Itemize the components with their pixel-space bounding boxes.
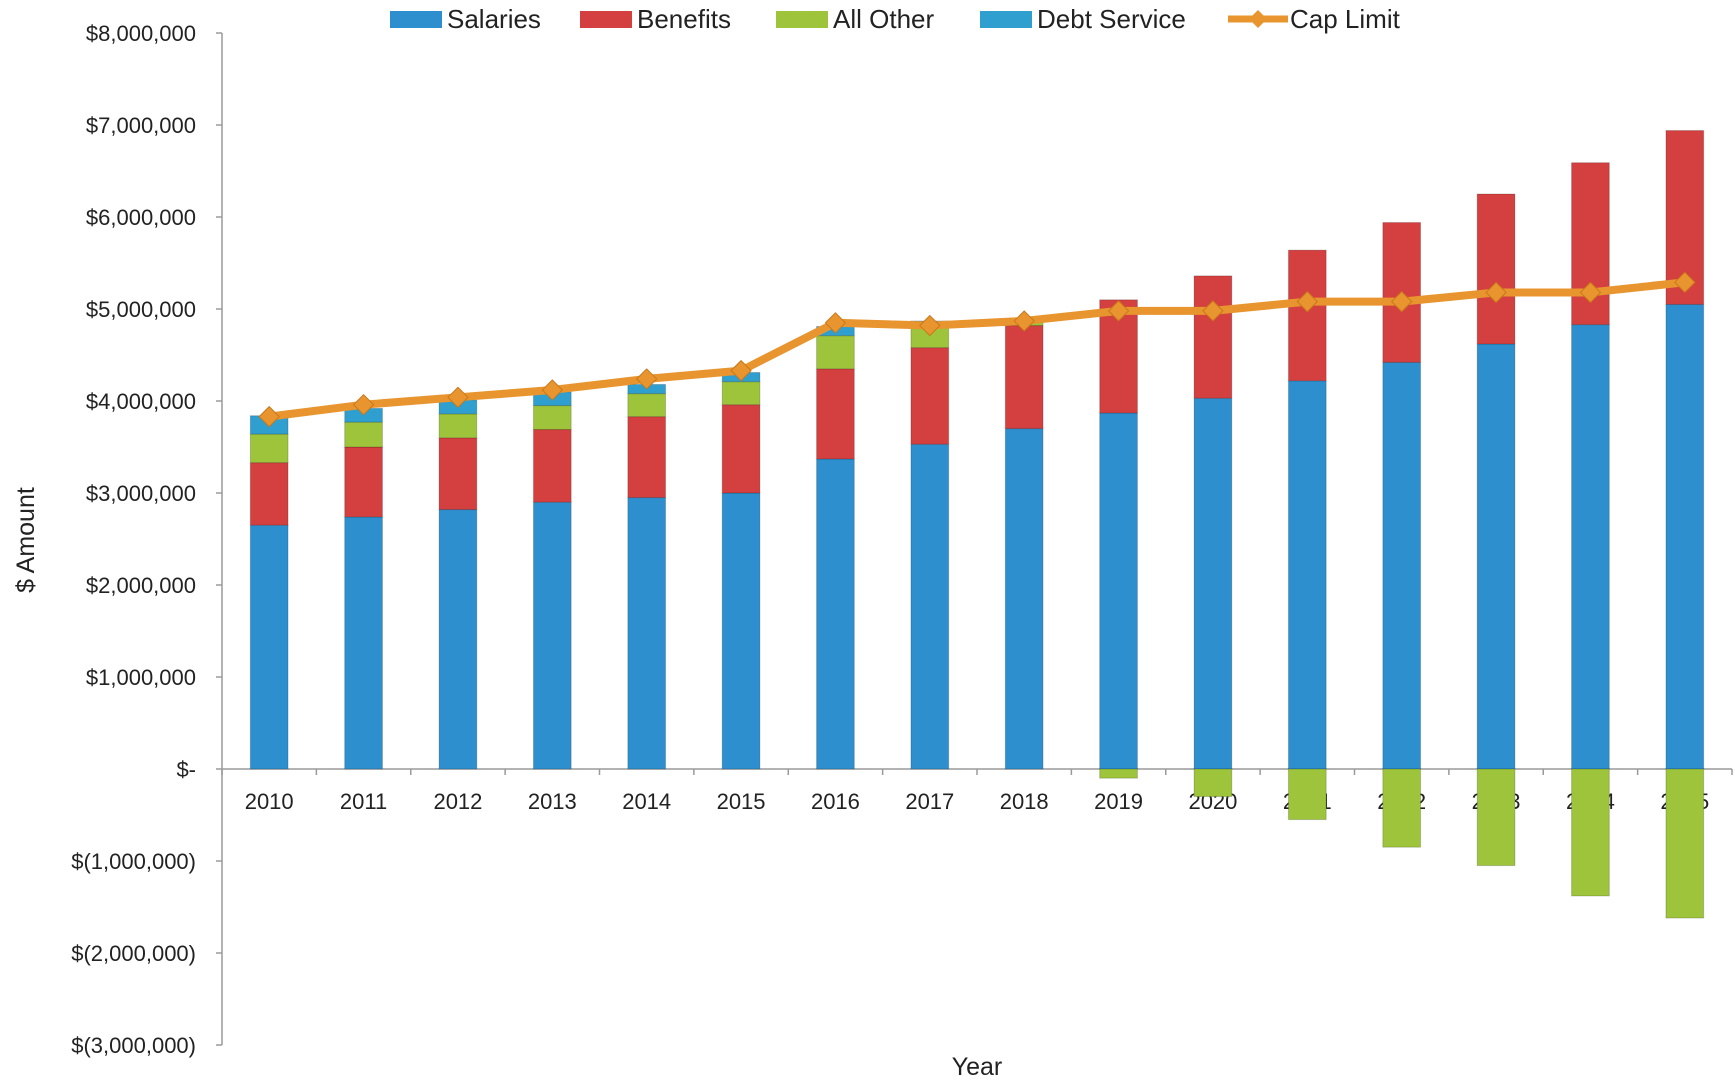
bar-salaries-2014 bbox=[627, 497, 667, 770]
cap-limit-point-2020 bbox=[1202, 300, 1224, 322]
bar-salaries-2010 bbox=[249, 524, 289, 770]
cap-limit-point-2013 bbox=[541, 379, 564, 401]
bar-all-other-2013 bbox=[532, 405, 572, 431]
y-tick-label: $6,000,000 bbox=[86, 205, 196, 230]
cap-limit-point-2011 bbox=[352, 393, 375, 416]
bar-salaries-2018 bbox=[1004, 428, 1044, 770]
bar-salaries-2020 bbox=[1193, 397, 1233, 770]
cap-limit-point-2022 bbox=[1390, 290, 1413, 313]
bar-all-other-2014 bbox=[627, 393, 667, 418]
bar-all-other-2020 bbox=[1193, 768, 1233, 798]
bar-all-other-2012 bbox=[438, 413, 478, 439]
bar-benefits-2021 bbox=[1287, 249, 1327, 382]
bar-salaries-2017 bbox=[910, 443, 950, 770]
bar-salaries-2025 bbox=[1665, 303, 1705, 770]
y-tick-label: $(3,000,000) bbox=[71, 1033, 196, 1058]
legend-swatch-benefits bbox=[580, 11, 632, 28]
legend-label-salaries: Salaries bbox=[447, 4, 541, 34]
bar-all-other-2022 bbox=[1382, 768, 1422, 848]
x-tick-label: 2015 bbox=[717, 789, 766, 814]
x-tick-label: 2017 bbox=[905, 789, 954, 814]
x-tick-label: 2011 bbox=[340, 789, 387, 814]
cap-limit-point-2010 bbox=[258, 405, 280, 428]
bar-benefits-2023 bbox=[1476, 193, 1516, 345]
y-tick-label: $4,000,000 bbox=[86, 389, 196, 414]
x-axis-title: Year bbox=[952, 1053, 1003, 1081]
bar-benefits-2020 bbox=[1193, 275, 1233, 399]
legend-label-debt-service: Debt Service bbox=[1037, 4, 1186, 34]
bar-salaries-2023 bbox=[1476, 343, 1516, 770]
cap-limit-line bbox=[258, 271, 1696, 428]
cap-limit-point-2018 bbox=[1013, 310, 1035, 332]
y-tick-label: $(1,000,000) bbox=[71, 849, 196, 874]
cap-limit-point-2014 bbox=[635, 368, 658, 390]
legend-swatch-all-other bbox=[776, 11, 828, 28]
bar-all-other-2011 bbox=[344, 421, 383, 448]
cap-limit-point-2024 bbox=[1579, 281, 1602, 304]
cap-limit-point-2015 bbox=[730, 359, 752, 382]
legend: Salaries Benefits All Other Debt Service Cap… bbox=[390, 4, 1401, 34]
x-tick-label: 2019 bbox=[1094, 789, 1143, 814]
y-tick-label: $7,000,000 bbox=[86, 113, 196, 138]
cap-limit-point-2012 bbox=[447, 386, 469, 409]
cap-limit-point-2016 bbox=[824, 312, 847, 334]
legend-swatch-debt-service bbox=[980, 11, 1032, 28]
legend-swatch-salaries bbox=[390, 11, 442, 28]
x-tick-label: 2013 bbox=[528, 789, 577, 814]
legend-label-all-other: All Other bbox=[833, 4, 934, 34]
bar-benefits-2011 bbox=[344, 446, 383, 518]
bar-all-other-2016 bbox=[816, 335, 855, 370]
bar-benefits-2017 bbox=[910, 347, 950, 445]
bar-salaries-2016 bbox=[816, 458, 855, 770]
bar-salaries-2022 bbox=[1382, 361, 1422, 770]
bar-benefits-2016 bbox=[816, 368, 855, 460]
bar-salaries-2021 bbox=[1287, 380, 1327, 770]
bar-salaries-2012 bbox=[438, 509, 478, 770]
legend-marker-cap-limit bbox=[1249, 10, 1267, 28]
bar-salaries-2024 bbox=[1571, 324, 1610, 770]
y-tick-label: $3,000,000 bbox=[86, 481, 196, 506]
bar-all-other-2025 bbox=[1665, 768, 1705, 919]
y-tick-label: $1,000,000 bbox=[86, 665, 196, 690]
bar-salaries-2013 bbox=[532, 501, 572, 770]
bar-salaries-2015 bbox=[721, 492, 761, 770]
bar-benefits-2015 bbox=[721, 404, 761, 494]
y-tick-label: $8,000,000 bbox=[86, 21, 196, 46]
bar-benefits-2014 bbox=[627, 416, 667, 499]
bar-salaries-2019 bbox=[1099, 412, 1138, 770]
y-tick-label: $(2,000,000) bbox=[71, 941, 196, 966]
cap-limit-point-2023 bbox=[1485, 281, 1507, 304]
x-tick-label: 2016 bbox=[811, 789, 860, 814]
y-tick-label: $2,000,000 bbox=[86, 573, 196, 598]
cap-limit-point-2017 bbox=[919, 314, 941, 337]
y-axis-title: $ Amount bbox=[12, 487, 40, 593]
bar-all-other-2021 bbox=[1287, 768, 1327, 821]
cap-limit-series-line bbox=[268, 278, 1686, 421]
bar-all-other-2010 bbox=[249, 433, 289, 464]
x-tick-label: 2018 bbox=[1000, 789, 1049, 814]
bars bbox=[249, 130, 1705, 919]
bar-benefits-2013 bbox=[532, 429, 572, 503]
bar-all-other-2019 bbox=[1099, 768, 1138, 779]
bar-salaries-2011 bbox=[344, 516, 383, 770]
bar-all-other-2015 bbox=[721, 381, 761, 406]
legend-label-cap-limit: Cap Limit bbox=[1290, 4, 1401, 34]
bar-benefits-2010 bbox=[249, 462, 289, 526]
bar-benefits-2018 bbox=[1004, 325, 1044, 430]
x-tick-label: 2012 bbox=[433, 789, 482, 814]
legend-label-benefits: Benefits bbox=[637, 4, 731, 34]
cap-limit-point-2021 bbox=[1296, 290, 1319, 313]
x-tick-label: 2010 bbox=[245, 789, 294, 814]
y-tick-label: $5,000,000 bbox=[86, 297, 196, 322]
bar-all-other-2023 bbox=[1476, 768, 1516, 867]
y-tick-label: $- bbox=[176, 757, 196, 782]
bar-benefits-2012 bbox=[438, 437, 478, 511]
bar-all-other-2024 bbox=[1571, 768, 1610, 897]
cap-limit-point-2019 bbox=[1107, 300, 1130, 322]
cap-limit-point-2025 bbox=[1674, 271, 1696, 294]
x-tick-label: 2014 bbox=[622, 789, 671, 814]
